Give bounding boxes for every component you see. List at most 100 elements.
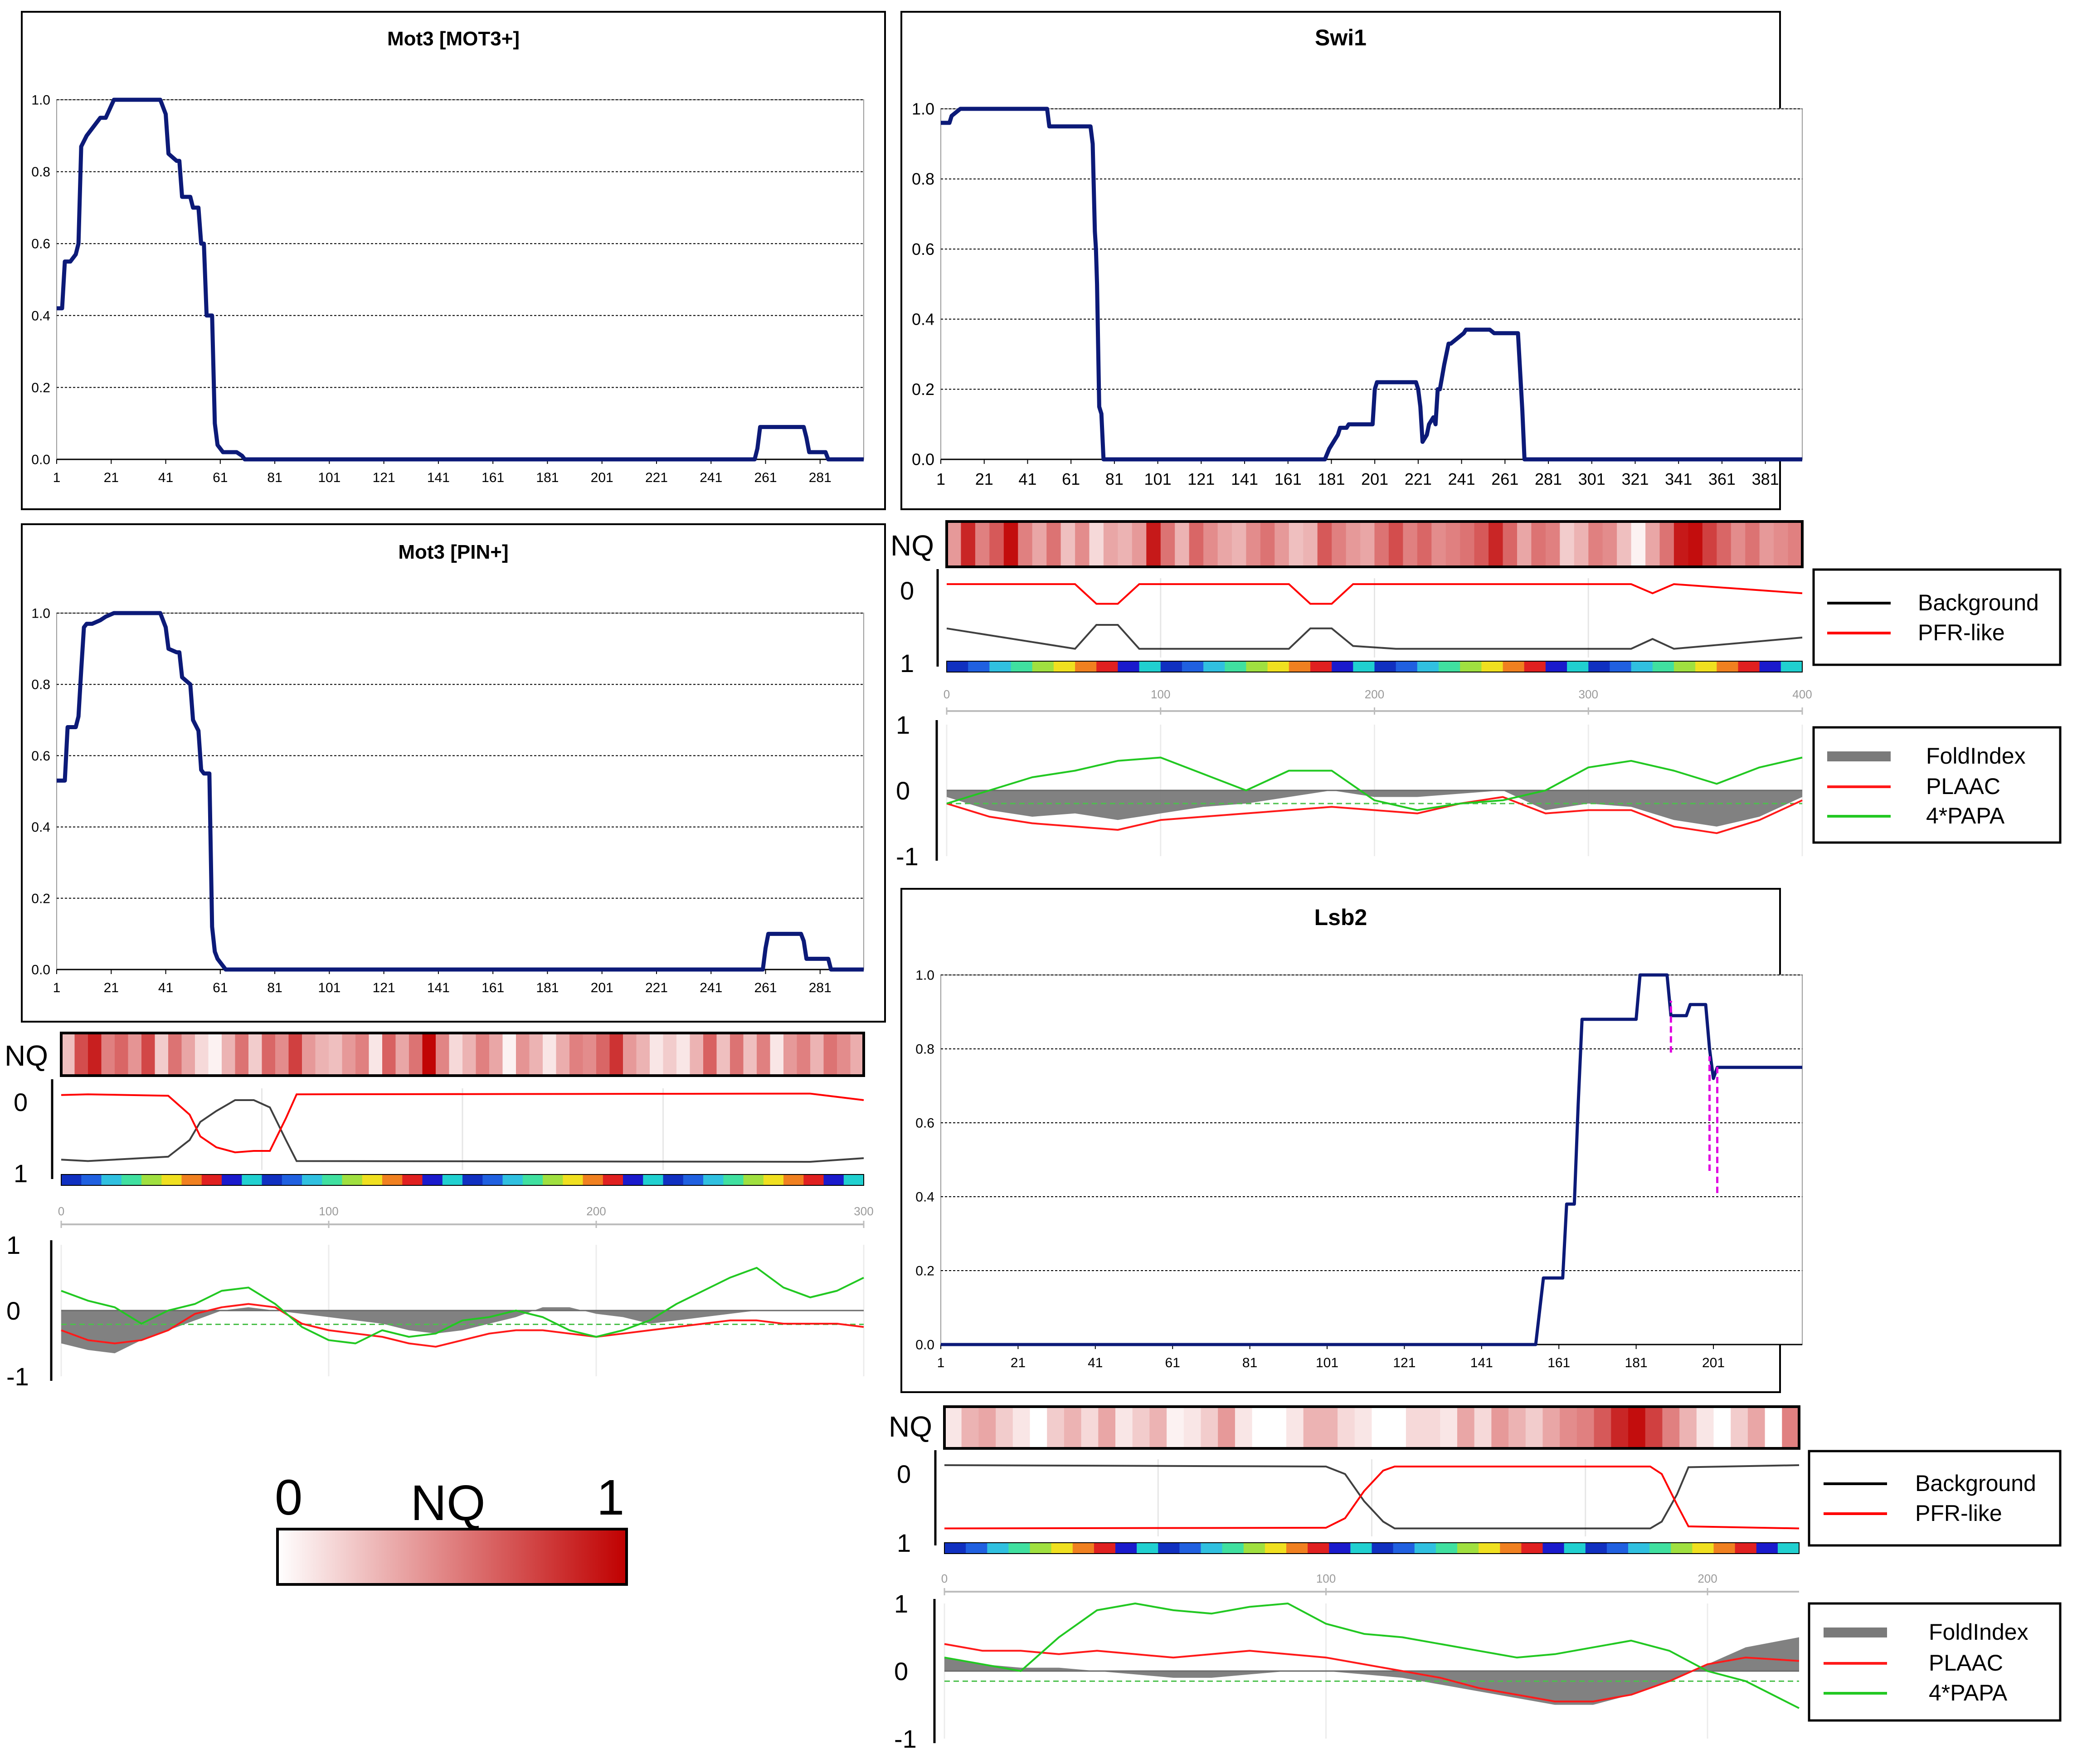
sequence-color-strip: [973, 1543, 981, 1554]
sequence-color-strip: [1727, 1543, 1736, 1554]
sequence-color-strip: [1346, 661, 1353, 672]
sequence-color-strip: [736, 1174, 744, 1185]
sequence-color-strip: [175, 1174, 182, 1185]
sequence-color-strip: [1379, 1543, 1386, 1554]
fold-tick-label: 1: [894, 1589, 908, 1618]
sequence-color-strip: [1118, 661, 1125, 672]
legend-hmm-swi1: Background PFR-like: [1812, 568, 2062, 666]
sequence-color-strip: [1225, 661, 1232, 672]
sequence-color-strip: [1037, 1543, 1045, 1554]
sequence-color-strip: [543, 1174, 550, 1185]
x-tick-label: 101: [318, 980, 341, 995]
heat-cell: [141, 1033, 156, 1076]
sequence-color-strip: [987, 1543, 995, 1554]
sequence-color-strip: [1125, 661, 1133, 672]
heat-cell: [716, 1033, 730, 1076]
sequence-color-strip: [1431, 661, 1439, 672]
sequence-color-strip: [944, 1543, 952, 1554]
y-tick-label: 0.2: [31, 891, 50, 906]
heat-cell: [529, 1033, 543, 1076]
heat-cell: [1474, 1407, 1492, 1448]
y-tick-label: 0.0: [31, 963, 50, 978]
sequence-color-strip: [68, 1174, 75, 1185]
heat-cell: [329, 1033, 343, 1076]
heat-cell: [128, 1033, 142, 1076]
legend-label-background-lsb2: Background: [1915, 1471, 2036, 1496]
sequence-color-strip: [1517, 661, 1525, 672]
sequence-color-strip: [409, 1174, 416, 1185]
x-tick-label: 161: [1547, 1355, 1570, 1370]
heat-cell: [823, 1033, 837, 1076]
hmm-tick-label: 0: [14, 1088, 28, 1116]
series-line-swi1: [941, 107, 1802, 462]
heat-cell: [1064, 1407, 1082, 1448]
heat-cell: [1175, 521, 1190, 567]
sequence-color-strip: [1400, 1543, 1408, 1554]
sequence-color-strip: [1025, 661, 1033, 672]
sequence-color-strip: [1521, 1543, 1529, 1554]
sequence-color-strip: [1403, 661, 1411, 672]
sequence-color-strip: [195, 1174, 202, 1185]
sequence-color-strip: [629, 1174, 637, 1185]
sequence-color-strip: [516, 1174, 523, 1185]
sequence-color-strip: [1450, 1543, 1458, 1554]
sequence-color-strip: [1003, 661, 1012, 672]
heat-cell: [1662, 1407, 1680, 1448]
hmm-tick-label: 0: [900, 576, 914, 605]
sequence-color-strip: [966, 1543, 973, 1554]
sequence-color-strip: [1382, 661, 1389, 672]
sequence-color-strip: [1217, 661, 1225, 672]
sequence-color-strip: [1745, 661, 1753, 672]
sequence-color-strip: [683, 1174, 691, 1185]
sequence-color-strip: [1250, 1543, 1258, 1554]
sequence-color-strip: [975, 661, 983, 672]
heat-cell: [502, 1033, 516, 1076]
sequence-color-strip: [1724, 661, 1732, 672]
heat-cell: [1588, 521, 1603, 567]
sequence-color-strip: [1172, 1543, 1180, 1554]
heat-cell: [1702, 521, 1717, 567]
heat-cell: [663, 1033, 677, 1076]
sequence-color-strip: [1011, 661, 1018, 672]
x-tick-label: 281: [809, 980, 832, 995]
sequence-color-strip: [1407, 1543, 1415, 1554]
y-tick-label: 1.0: [912, 100, 934, 118]
sequence-color-strip: [228, 1174, 236, 1185]
nq-label-swi1: NQ: [890, 529, 934, 562]
sequence-color-strip: [509, 1174, 516, 1185]
x-tick-label: 101: [1144, 470, 1172, 488]
heat-cell: [1081, 1407, 1099, 1448]
heat-cell: [409, 1033, 423, 1076]
heat-cell: [1688, 521, 1703, 567]
sequence-color-strip: [1673, 661, 1682, 672]
heat-cell: [436, 1033, 450, 1076]
heat-cell: [1149, 1407, 1167, 1448]
sequence-color-strip: [1692, 1543, 1700, 1554]
sequence-color-strip: [442, 1174, 450, 1185]
legend-label-plaac: PLAAC: [1926, 774, 2000, 799]
sequence-color-strip: [1039, 661, 1047, 672]
heat-cell: [155, 1033, 169, 1076]
sequence-color-strip: [1560, 661, 1567, 672]
heat-cell: [1673, 521, 1689, 567]
sequence-color-strip: [1785, 1543, 1792, 1554]
sequence-color-strip: [1688, 661, 1696, 672]
sequence-color-strip: [1210, 661, 1218, 672]
sequence-color-strip: [1795, 661, 1803, 672]
foldindex-area: [61, 1307, 864, 1354]
heat-cell: [195, 1033, 209, 1076]
legend-fold-swi1: FoldIndex PLAAC 4*PAPA: [1812, 726, 2062, 844]
sequence-color-strip: [1072, 1543, 1080, 1554]
heat-cell: [1075, 521, 1090, 567]
sequence-color-strip: [1137, 1543, 1144, 1554]
chart-title-mot3-mot3: Mot3 [MOT3+]: [387, 28, 520, 50]
x-tick-label: 181: [1625, 1355, 1648, 1370]
sequence-color-strip: [1282, 661, 1289, 672]
sequence-color-strip: [1788, 661, 1795, 672]
sequence-color-strip: [1621, 1543, 1629, 1554]
y-tick-label: 0.4: [31, 820, 50, 835]
x-tick-label: 281: [809, 470, 832, 485]
heat-cell: [978, 1407, 996, 1448]
sequence-color-strip: [1699, 1543, 1707, 1554]
heat-cell: [235, 1033, 249, 1076]
